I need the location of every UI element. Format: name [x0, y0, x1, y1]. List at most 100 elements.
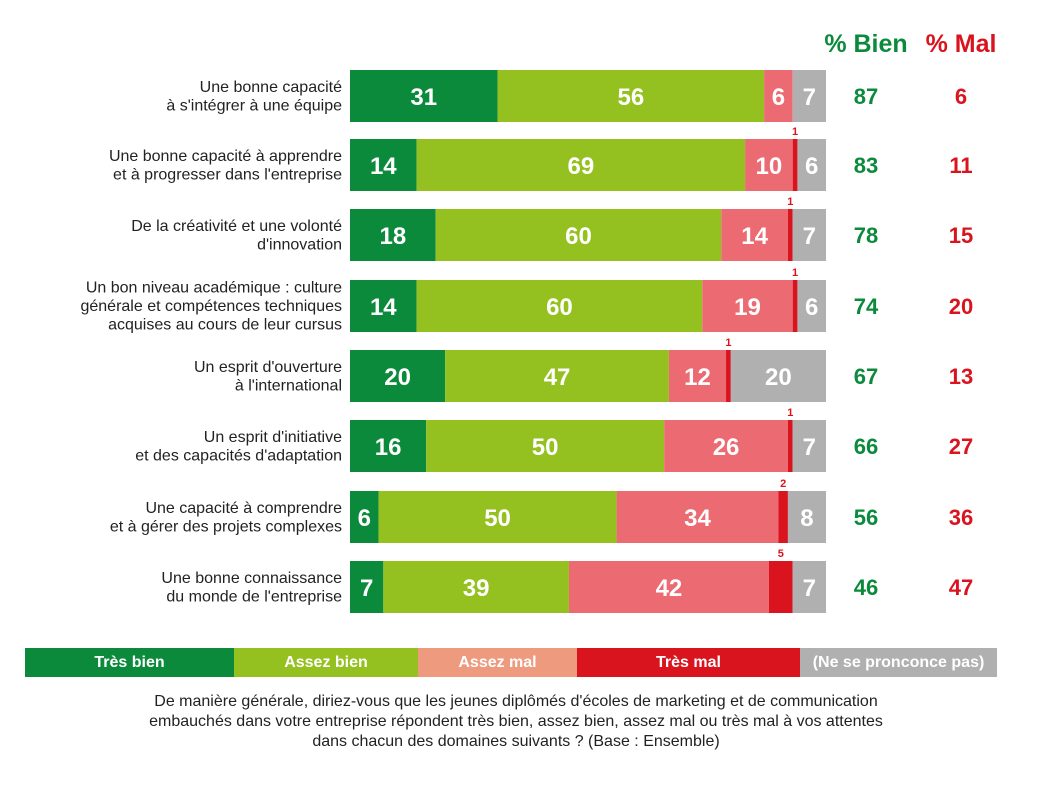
row-label: De la créativité et une volonté	[131, 218, 342, 235]
data-label: 6	[805, 153, 818, 180]
bar-segment	[787, 491, 826, 543]
row-label: Un esprit d'ouverture	[194, 359, 342, 376]
header-mal: % Mal	[926, 30, 997, 58]
bar-segment	[664, 420, 788, 472]
bar-segment	[616, 491, 779, 543]
bar-segment	[668, 350, 727, 402]
pct-mal-value: 36	[949, 505, 973, 530]
data-label: 56	[617, 84, 644, 111]
data-label: 7	[360, 575, 373, 602]
bar-segment	[792, 420, 826, 472]
pct-bien-value: 83	[854, 153, 878, 178]
data-label: 20	[765, 364, 792, 391]
bar-segment	[730, 350, 826, 402]
bar-segment	[350, 420, 427, 472]
data-label-small: 5	[778, 548, 784, 560]
bar-segment	[764, 70, 793, 122]
data-label: 39	[463, 575, 490, 602]
legend: Très bien Assez bien Assez mal Très mal …	[25, 648, 997, 677]
data-label: 18	[379, 223, 406, 250]
pct-mal-value: 27	[949, 434, 973, 459]
survey-question: De manière générale, diriez-vous que les…	[60, 692, 972, 752]
bar-segment	[792, 70, 826, 122]
bar-segment	[792, 280, 798, 332]
data-label-small: 1	[792, 126, 798, 138]
data-label: 14	[370, 153, 397, 180]
data-label: 42	[656, 575, 683, 602]
row-label: et des capacités d'adaptation	[135, 447, 342, 464]
row-label: Une bonne capacité	[200, 79, 342, 96]
bar-segment	[787, 420, 793, 472]
data-label: 34	[684, 505, 711, 532]
data-label: 6	[772, 84, 785, 111]
bar-segment	[378, 491, 617, 543]
row-label: Un bon niveau académique : culture	[86, 280, 342, 297]
data-label: 60	[565, 223, 592, 250]
data-label: 47	[544, 364, 571, 391]
bar-segment	[797, 139, 826, 191]
bar-segment	[445, 350, 669, 402]
bar-segment	[792, 561, 826, 613]
data-label-small: 1	[792, 267, 798, 279]
data-label: 69	[568, 153, 595, 180]
data-label: 7	[803, 223, 816, 250]
data-label: 14	[370, 294, 397, 321]
pct-bien-value: 56	[854, 505, 878, 530]
row-label: à l'international	[235, 377, 342, 394]
pct-mal-value: 11	[949, 153, 972, 178]
data-label: 26	[713, 434, 740, 461]
data-label: 6	[805, 294, 818, 321]
data-label: 10	[756, 153, 783, 180]
data-label: 8	[800, 505, 813, 532]
pct-bien-value: 78	[854, 223, 878, 248]
bar-segment	[797, 280, 826, 332]
data-label: 14	[741, 223, 768, 250]
data-label-small: 2	[780, 478, 786, 490]
data-label: 19	[734, 294, 761, 321]
bar-segment	[350, 209, 436, 261]
bar-segment	[426, 420, 665, 472]
row-label: du monde de l'entreprise	[166, 588, 342, 605]
bar-segment	[416, 280, 703, 332]
legend-tres-mal: Très mal	[577, 648, 800, 677]
bar-segment	[792, 209, 826, 261]
bar-segment	[497, 70, 765, 122]
pct-bien-value: 87	[854, 84, 878, 109]
legend-tres-bien: Très bien	[25, 648, 234, 677]
question-line-3: dans chacun des domaines suivants ? (Bas…	[312, 733, 720, 750]
bar-segment	[792, 139, 798, 191]
bar-segment	[350, 280, 417, 332]
legend-assez-bien: Assez bien	[234, 648, 418, 677]
row-label: et à gérer des projets complexes	[110, 518, 342, 535]
bar-segment	[787, 209, 793, 261]
legend-ne-se-prononce-pas: (Ne se pronconce pas)	[800, 648, 997, 677]
row-label: générale et compétences techniques	[80, 298, 342, 315]
pct-mal-value: 15	[949, 223, 973, 248]
bar-segment	[768, 561, 793, 613]
data-label: 6	[358, 505, 371, 532]
data-label: 31	[410, 84, 437, 111]
data-label-small: 1	[725, 337, 731, 349]
bar-segment	[350, 70, 498, 122]
bar-segment	[778, 491, 788, 543]
bar-segment	[435, 209, 722, 261]
legend-assez-mal: Assez mal	[418, 648, 577, 677]
bar-segment	[416, 139, 746, 191]
data-label: 20	[384, 364, 411, 391]
pct-bien-value: 74	[854, 294, 879, 319]
row-label: Une bonne connaissance	[161, 570, 342, 587]
pct-bien-value: 66	[854, 434, 878, 459]
row-label: d'innovation	[257, 236, 342, 253]
data-label-small: 1	[787, 196, 793, 208]
question-line-2: embauchés dans votre entreprise réponden…	[149, 713, 883, 730]
data-label: 7	[803, 575, 816, 602]
bar-segment	[383, 561, 569, 613]
bar-segment	[568, 561, 769, 613]
row-label: Une bonne capacité à apprendre	[109, 148, 342, 165]
row-label: acquises au cours de leur cursus	[108, 317, 342, 334]
bar-segment	[702, 280, 793, 332]
bar-segment	[350, 139, 417, 191]
bar-segment	[350, 491, 379, 543]
data-label: 50	[532, 434, 559, 461]
